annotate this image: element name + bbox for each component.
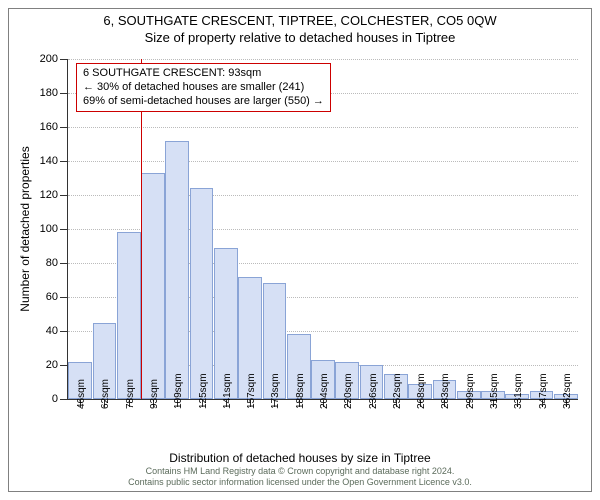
y-tick xyxy=(60,59,68,60)
annotation-box: 6 SOUTHGATE CRESCENT: 93sqm← 30% of deta… xyxy=(76,63,331,112)
gridline xyxy=(68,59,578,60)
x-tick-label: 78sqm xyxy=(125,379,136,409)
x-tick-label: 315sqm xyxy=(489,373,500,409)
chart-title-main: 6, SOUTHGATE CRESCENT, TIPTREE, COLCHEST… xyxy=(9,13,591,28)
x-tick-label: 204sqm xyxy=(319,373,330,409)
x-tick-label: 236sqm xyxy=(368,373,379,409)
x-tick-label: 109sqm xyxy=(173,373,184,409)
y-tick-label: 120 xyxy=(40,189,58,201)
gridline xyxy=(68,161,578,162)
annotation-line: ← 30% of detached houses are smaller (24… xyxy=(83,81,324,95)
x-tick-label: 173sqm xyxy=(270,373,281,409)
x-tick-label: 252sqm xyxy=(392,373,403,409)
x-tick-label: 299sqm xyxy=(465,373,476,409)
credit-text: Contains HM Land Registry data © Crown c… xyxy=(9,466,591,488)
y-tick-label: 160 xyxy=(40,121,58,133)
x-tick-label: 220sqm xyxy=(343,373,354,409)
y-tick-label: 40 xyxy=(46,325,58,337)
y-tick xyxy=(60,93,68,94)
y-tick-label: 100 xyxy=(40,223,58,235)
x-tick-label: 331sqm xyxy=(513,373,524,409)
y-tick-label: 20 xyxy=(46,359,58,371)
histogram-bar xyxy=(165,141,189,399)
y-tick-label: 180 xyxy=(40,87,58,99)
plot-area: 02040608010012014016018020046sqm62sqm78s… xyxy=(67,59,578,400)
credit-line-2: Contains public sector information licen… xyxy=(9,477,591,488)
y-tick xyxy=(60,195,68,196)
y-tick xyxy=(60,297,68,298)
x-tick-label: 157sqm xyxy=(246,373,257,409)
y-tick xyxy=(60,365,68,366)
y-tick-label: 80 xyxy=(46,257,58,269)
y-tick xyxy=(60,331,68,332)
x-tick-label: 347sqm xyxy=(538,373,549,409)
annotation-line: 69% of semi-detached houses are larger (… xyxy=(83,95,324,109)
chart-title-sub: Size of property relative to detached ho… xyxy=(9,30,591,45)
histogram-bar xyxy=(141,173,165,399)
x-tick-label: 362sqm xyxy=(562,373,573,409)
histogram-bar xyxy=(117,232,141,399)
y-tick-label: 60 xyxy=(46,291,58,303)
x-axis-label: Distribution of detached houses by size … xyxy=(9,451,591,465)
y-tick-label: 200 xyxy=(40,53,58,65)
x-tick-label: 93sqm xyxy=(149,379,160,409)
x-tick-label: 125sqm xyxy=(198,373,209,409)
credit-line-1: Contains HM Land Registry data © Crown c… xyxy=(9,466,591,477)
y-axis-label: Number of detached properties xyxy=(18,146,32,311)
gridline xyxy=(68,127,578,128)
y-tick xyxy=(60,263,68,264)
x-tick-label: 268sqm xyxy=(416,373,427,409)
annotation-line: 6 SOUTHGATE CRESCENT: 93sqm xyxy=(83,67,324,81)
y-tick xyxy=(60,161,68,162)
x-tick-label: 188sqm xyxy=(295,373,306,409)
y-tick xyxy=(60,229,68,230)
x-tick-label: 283sqm xyxy=(440,373,451,409)
x-tick-label: 141sqm xyxy=(222,373,233,409)
x-tick-label: 46sqm xyxy=(76,379,87,409)
histogram-bar xyxy=(190,188,214,399)
chart-frame: 6, SOUTHGATE CRESCENT, TIPTREE, COLCHEST… xyxy=(8,8,592,492)
x-tick-label: 62sqm xyxy=(100,379,111,409)
y-tick xyxy=(60,399,68,400)
y-tick xyxy=(60,127,68,128)
y-tick-label: 0 xyxy=(52,393,58,405)
y-tick-label: 140 xyxy=(40,155,58,167)
